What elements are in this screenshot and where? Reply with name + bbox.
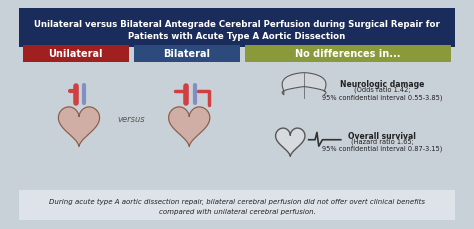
Text: Bilateral: Bilateral	[163, 49, 210, 59]
Text: (Odds ratio 1.42;
95% confidential interval 0.55-3.85): (Odds ratio 1.42; 95% confidential inter…	[322, 87, 442, 101]
Text: versus: versus	[118, 114, 145, 124]
Text: During acute type A aortic dissection repair, bilateral cerebral perfusion did n: During acute type A aortic dissection re…	[49, 198, 425, 204]
Text: Unilateral: Unilateral	[48, 49, 102, 59]
Text: Unilateral versus Bilateral Antegrade Cerebral Perfusion during Surgical Repair : Unilateral versus Bilateral Antegrade Ce…	[34, 20, 440, 29]
FancyBboxPatch shape	[19, 9, 455, 48]
FancyBboxPatch shape	[19, 48, 455, 191]
Polygon shape	[58, 107, 100, 147]
Polygon shape	[275, 128, 305, 157]
Text: compared with unilateral cerebral perfusion.: compared with unilateral cerebral perfus…	[159, 208, 315, 215]
Text: (Hazard ratio 1.65;
95% confidential interval 0.87-3.15): (Hazard ratio 1.65; 95% confidential int…	[322, 138, 442, 152]
Polygon shape	[169, 107, 210, 147]
FancyBboxPatch shape	[19, 191, 455, 220]
Text: Patients with Acute Type A Aortic Dissection: Patients with Acute Type A Aortic Dissec…	[128, 32, 346, 41]
Text: No differences in...: No differences in...	[295, 49, 401, 59]
FancyBboxPatch shape	[134, 46, 240, 62]
FancyBboxPatch shape	[245, 46, 451, 62]
Polygon shape	[282, 73, 326, 95]
Text: Neurologic damage: Neurologic damage	[340, 80, 424, 89]
Text: Overall survival: Overall survival	[348, 131, 416, 140]
FancyBboxPatch shape	[23, 46, 128, 62]
